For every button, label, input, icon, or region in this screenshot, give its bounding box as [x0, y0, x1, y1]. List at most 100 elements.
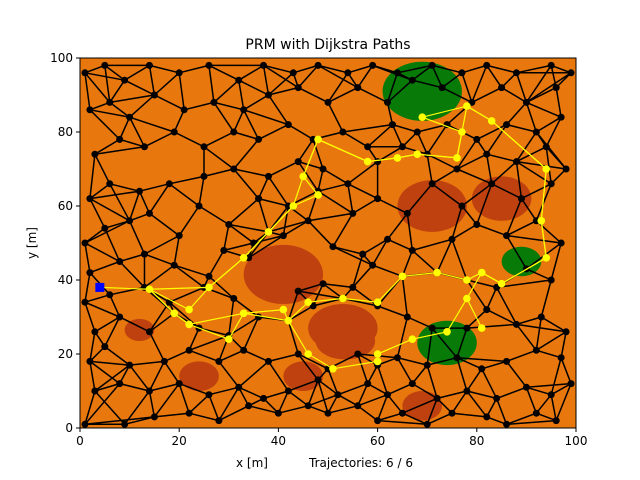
roadmap-edge [188, 349, 220, 363]
roadmap-edge [347, 183, 354, 214]
roadmap-edge [317, 190, 354, 215]
roadmap-node [86, 269, 94, 277]
roadmap-edge [550, 394, 557, 421]
roadmap-edge [238, 360, 269, 388]
roadmap-edge [183, 101, 215, 111]
roadmap-node [279, 232, 287, 240]
path-node [329, 365, 337, 373]
roadmap-node [532, 346, 540, 354]
roadmap-node [264, 357, 272, 365]
roadmap-node [408, 380, 416, 388]
roadmap-edge [411, 364, 428, 385]
roadmap-node [483, 413, 491, 421]
path-node [279, 305, 288, 314]
roadmap-edge [372, 64, 413, 81]
roadmap-edge [223, 242, 254, 252]
roadmap-edge [218, 405, 249, 422]
roadmap-node [260, 61, 268, 69]
roadmap-edge [238, 64, 264, 81]
roadmap-edge [456, 168, 492, 185]
path-node [487, 117, 496, 125]
roadmap-node [334, 391, 342, 399]
roadmap-edge [128, 190, 141, 222]
roadmap-node [364, 380, 372, 388]
roadmap-node [140, 250, 148, 258]
roadmap-edge [228, 223, 255, 244]
roadmap-edge [347, 183, 378, 200]
roadmap-edge [263, 64, 294, 74]
roadmap-node [423, 420, 431, 428]
roadmap-edge [466, 323, 517, 329]
y-axis-label: y [m] [25, 227, 39, 259]
roadmap-edge [258, 123, 289, 141]
roadmap-node [522, 98, 530, 106]
roadmap-node [81, 298, 89, 306]
roadmap-node [503, 357, 511, 365]
roadmap-node [512, 320, 520, 328]
roadmap-node [567, 380, 575, 388]
roadmap-edge [238, 79, 269, 96]
roadmap-edge [89, 101, 111, 111]
roadmap-node [344, 180, 352, 188]
roadmap-node [284, 121, 292, 129]
roadmap-edge [401, 250, 414, 277]
roadmap-edge [267, 175, 289, 207]
plot-frame [79, 57, 577, 429]
roadmap-edge [297, 138, 314, 163]
roadmap-edge [104, 345, 131, 366]
roadmap-edge [118, 116, 131, 140]
roadmap-node [116, 258, 124, 265]
roadmap-node [101, 61, 109, 69]
roadmap-node [374, 195, 382, 203]
roadmap-node [423, 150, 431, 158]
path-node [373, 357, 382, 366]
roadmap-edge [376, 364, 389, 395]
roadmap-edge [297, 161, 319, 192]
roadmap-edge [148, 183, 170, 214]
path-segment [149, 105, 547, 326]
y-tick-label: 60 [58, 199, 73, 213]
roadmap-edge [119, 260, 146, 288]
roadmap-edge [486, 153, 517, 163]
roadmap-edge [84, 272, 91, 303]
roadmap-edge [377, 412, 403, 422]
roadmap-edge [277, 390, 290, 414]
roadmap-edge [213, 101, 235, 133]
roadmap-edge [148, 361, 165, 392]
roadmap-node [220, 246, 228, 254]
path-node [314, 135, 322, 144]
path-node [363, 157, 372, 166]
roadmap-node [478, 365, 486, 373]
roadmap-edge [401, 276, 409, 318]
roadmap-node [126, 113, 134, 121]
roadmap-edge [426, 328, 433, 366]
roadmap-edge [396, 357, 413, 384]
path-node [408, 335, 417, 344]
obstacle [315, 322, 376, 360]
roadmap-edge [233, 131, 259, 141]
roadmap-edge [505, 235, 528, 270]
path-node [393, 154, 402, 162]
roadmap-node [384, 98, 392, 106]
roadmap-edge [238, 386, 264, 400]
roadmap-edge [307, 393, 339, 407]
roadmap-edge [89, 361, 96, 392]
roadmap-edge [402, 397, 438, 414]
roadmap-edge [486, 416, 507, 426]
roadmap-node [458, 69, 466, 77]
roadmap-node [344, 69, 352, 77]
path-node [542, 165, 551, 173]
x-tick-label: 20 [172, 434, 187, 448]
roadmap-edge [288, 379, 319, 392]
roadmap-node [354, 84, 362, 92]
roadmap-edge [377, 419, 428, 426]
roadmap-edge [540, 279, 552, 318]
roadmap-edge [104, 227, 121, 262]
roadmap-edge [337, 382, 368, 396]
roadmap-node [393, 69, 401, 77]
roadmap-edge [456, 357, 483, 370]
roadmap-node [458, 202, 466, 210]
roadmap-node [473, 135, 481, 143]
roadmap-edge [84, 72, 125, 81]
roadmap-edge [119, 138, 145, 148]
